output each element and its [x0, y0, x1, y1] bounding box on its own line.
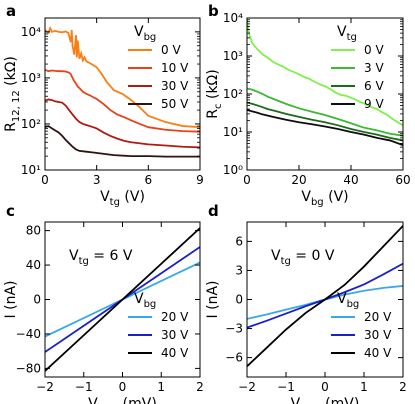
series-line-a-3 [45, 125, 200, 158]
y-tick-label-c: −80 [16, 361, 41, 375]
legend-label-a-3: 50 V [161, 97, 189, 111]
x-axis-title-d: Vbias (mV) [291, 396, 360, 404]
legend-label-b-0: 0 V [364, 43, 384, 57]
x-tick-label-d: 0 [321, 380, 329, 394]
legend-label-a-2: 30 V [161, 79, 189, 93]
legend-title-d: Vbg [337, 291, 359, 310]
annotation-c: Vtg = 6 V [69, 248, 133, 267]
y-tick-label-a: 10³ [21, 71, 41, 85]
x-tick-label-a: 6 [145, 173, 153, 187]
series-line-c-2 [45, 227, 200, 372]
y-tick-label-c: 40 [26, 258, 41, 272]
chart-panel-d: d −2 −1 0 1 2 −6 −3 0 3 6 Vbias (mV) I (nA) Vtg = 0 V… [205, 202, 407, 404]
y-tick-label-a: 10² [21, 117, 41, 131]
x-tick-label-b: 20 [291, 173, 306, 187]
y-axis-title-a: R12, 12 (kΩ) [3, 56, 22, 132]
panel-letter-d: d [208, 202, 219, 220]
x-tick-label-b: 60 [395, 173, 410, 187]
series-line-a-0 [45, 25, 200, 129]
x-tick-label-c: 2 [196, 380, 204, 394]
y-tick-label-d: −6 [225, 351, 243, 365]
x-tick-label-d: −1 [277, 380, 295, 394]
series-line-b-3 [247, 109, 403, 147]
y-tick-label-d: 3 [235, 263, 243, 277]
panel-letter-c: c [6, 202, 15, 220]
y-tick-label-d: 6 [235, 234, 243, 248]
legend-label-d-0: 20 V [364, 310, 392, 324]
y-tick-label-b: 10¹ [223, 125, 243, 139]
y-tick-label-b: 10³ [223, 49, 243, 63]
y-tick-label-d: 0 [235, 293, 243, 307]
x-tick-label-c: 1 [157, 380, 165, 394]
x-axis-title-c: Vbias (mV) [88, 396, 157, 404]
y-tick-label-a: 10⁴ [21, 25, 41, 39]
x-tick-label-d: −2 [238, 380, 256, 394]
x-tick-label-a: 3 [93, 173, 101, 187]
x-tick-label-a: 9 [196, 173, 204, 187]
x-axis-title-a: Vtg (V) [100, 189, 145, 208]
y-tick-label-a: 10¹ [21, 163, 41, 177]
chart-panel-b: b 0 20 40 60 10⁰ 10¹ 10² 10³ 10⁴ Vbg (V) Rc (kΩ) Vtg… [205, 2, 411, 208]
x-axis-title-b: Vbg (V) [301, 189, 348, 208]
y-tick-label-d: −3 [225, 322, 243, 336]
legend-title-b: Vtg [337, 24, 357, 43]
y-tick-label-c: −40 [16, 327, 41, 341]
x-tick-label-c: −1 [75, 380, 93, 394]
panel-letter-a: a [6, 2, 16, 20]
legend-label-b-3: 9 V [364, 97, 384, 111]
series-line-b-0 [247, 19, 403, 127]
plot-frame-b [246, 17, 404, 171]
y-tick-label-b: 10⁴ [223, 11, 243, 25]
legend-label-b-2: 6 V [364, 79, 384, 93]
chart-panel-c: c −2 −1 0 1 2 −80 −40 0 40 80 Vbias (mV) I (nA) Vtg =… [3, 202, 204, 404]
y-tick-label-c: 0 [33, 293, 41, 307]
y-tick-label-b: 10⁰ [223, 163, 243, 177]
x-tick-label-d: 2 [399, 380, 407, 394]
legend-label-d-1: 30 V [364, 328, 392, 342]
series-line-a-2 [45, 98, 200, 149]
chart-panel-a: a 0 3 6 9 10¹ 10² 10³ 10⁴ Vtg (V) R12, 12 (kΩ) Vbg 0… [3, 2, 204, 208]
legend-label-b-1: 3 V [364, 61, 384, 75]
legend-label-c-2: 40 V [161, 346, 189, 360]
legend-label-a-1: 10 V [161, 61, 189, 75]
legend-title-c: Vbg [134, 291, 156, 310]
annotation-d: Vtg = 0 V [271, 248, 335, 267]
series-line-d-2 [247, 225, 403, 367]
plot-frame-a [44, 17, 201, 171]
series-line-b-1 [247, 87, 403, 137]
y-axis-title-c: I (nA) [3, 281, 19, 319]
x-tick-label-b: 0 [243, 173, 251, 187]
x-tick-label-a: 0 [41, 173, 49, 187]
panel-letter-b: b [208, 2, 219, 20]
y-tick-label-b: 10² [223, 87, 243, 101]
y-tick-label-c: 80 [26, 224, 41, 238]
x-tick-label-c: 0 [119, 380, 127, 394]
series-line-a-1 [45, 68, 200, 133]
legend-title-a: Vbg [134, 24, 156, 43]
x-tick-label-d: 1 [360, 380, 368, 394]
legend-label-c-1: 30 V [161, 328, 189, 342]
legend-label-d-2: 40 V [364, 346, 392, 360]
y-axis-title-b: Rc (kΩ) [205, 69, 224, 118]
legend-label-c-0: 20 V [161, 310, 189, 324]
y-axis-title-d: I (nA) [205, 281, 221, 319]
x-tick-label-b: 40 [343, 173, 358, 187]
series-line-b-2 [247, 101, 403, 142]
x-tick-label-c: −2 [36, 380, 54, 394]
legend-label-a-0: 0 V [161, 43, 181, 57]
